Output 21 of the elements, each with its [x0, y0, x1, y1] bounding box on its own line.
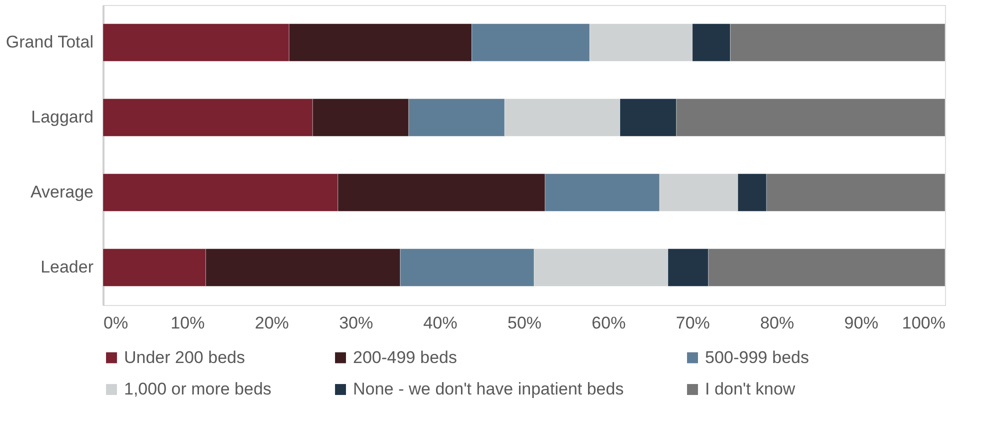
legend-label: 200-499 beds	[353, 348, 457, 367]
y-tick-label: Leader	[40, 258, 94, 276]
x-tick-label: 10%	[170, 314, 205, 332]
legend-label: None - we don't have inpatient beds	[353, 380, 624, 398]
x-tick-label: 100%	[902, 314, 946, 332]
y-tick-label: Grand Total	[6, 32, 94, 52]
x-tick-label: 20%	[254, 314, 289, 332]
legend-label: 1,000 or more beds	[124, 380, 272, 398]
x-tick-label: 70%	[676, 314, 710, 332]
x-tick-label: 80%	[760, 314, 794, 332]
x-tick-label: 0%	[104, 314, 128, 332]
legend-label: I don't know	[705, 380, 796, 398]
legend-label: Under 200 beds	[124, 348, 245, 367]
y-tick-label: Average	[30, 182, 94, 202]
legend-label: 500-999 beds	[705, 348, 809, 367]
y-tick-label: Laggard	[31, 108, 94, 126]
x-tick-label: 60%	[592, 314, 626, 332]
x-tick-label: 90%	[844, 314, 878, 332]
x-tick-label: 50%	[507, 314, 542, 332]
x-tick-label: 30%	[339, 314, 374, 332]
x-tick-label: 40%	[423, 314, 458, 332]
